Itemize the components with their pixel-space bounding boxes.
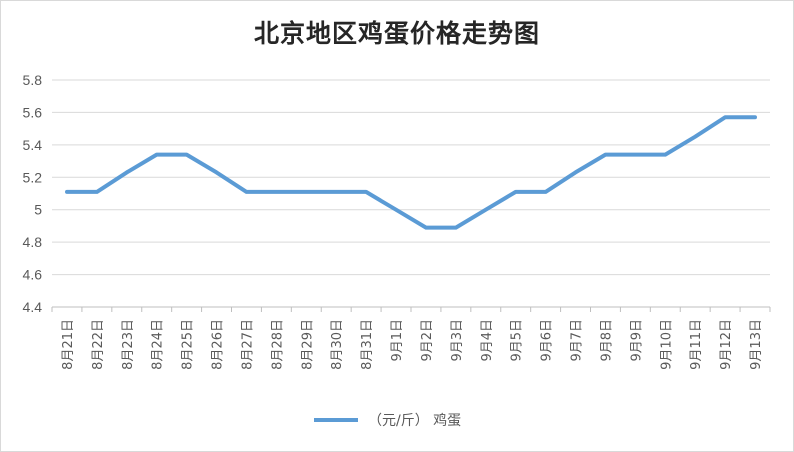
data-point	[544, 190, 548, 194]
legend-label: （元/斤） 鸡蛋	[368, 413, 462, 429]
chart-title: 北京地区鸡蛋价格走势图	[253, 19, 540, 48]
x-tick-label: 8月22日	[91, 319, 106, 370]
x-tick-label: 8月29日	[300, 319, 315, 370]
x-tick-label: 8月21日	[61, 319, 76, 370]
x-tick-label: 9月3日	[450, 319, 465, 362]
y-tick-label: 5.8	[23, 72, 43, 88]
data-point	[574, 170, 578, 174]
data-point	[394, 208, 398, 212]
data-point	[364, 190, 368, 194]
x-tick-label: 9月9日	[629, 319, 644, 362]
y-tick-label: 5	[34, 202, 42, 218]
legend: （元/斤） 鸡蛋	[314, 409, 461, 431]
data-point	[244, 190, 248, 194]
data-point	[753, 115, 757, 119]
data-point	[155, 153, 159, 157]
data-point	[693, 135, 697, 139]
x-tick-label: 9月10日	[659, 319, 674, 370]
x-tick-label: 9月6日	[540, 319, 555, 362]
data-point	[95, 190, 99, 194]
data-point	[484, 208, 488, 212]
x-tick-label: 9月13日	[749, 319, 764, 370]
x-tick-label: 9月4日	[480, 319, 495, 362]
data-point	[65, 190, 69, 194]
x-tick-label: 8月30日	[330, 319, 345, 370]
x-tick-label: 9月5日	[510, 319, 525, 362]
x-tick-label: 9月2日	[420, 319, 435, 362]
y-tick-label: 4.6	[23, 267, 43, 283]
data-point	[215, 170, 219, 174]
data-point	[633, 153, 637, 157]
y-tick-label: 5.4	[23, 137, 43, 153]
y-tick-label: 5.2	[23, 169, 43, 185]
data-point	[424, 226, 428, 230]
legend-swatch	[314, 418, 358, 422]
x-tick-label: 9月7日	[570, 319, 585, 362]
data-point	[454, 226, 458, 230]
x-tick-label: 8月28日	[270, 319, 285, 370]
x-tick-label: 9月8日	[599, 319, 614, 362]
x-tick-label: 9月11日	[689, 319, 704, 370]
data-point	[185, 153, 189, 157]
data-point	[304, 190, 308, 194]
x-tick-label: 9月12日	[719, 319, 734, 370]
x-tick-label: 8月24日	[151, 319, 166, 370]
y-tick-label: 4.8	[23, 234, 43, 250]
x-tick-label: 8月27日	[240, 319, 255, 370]
x-tick-label: 8月31日	[360, 319, 375, 370]
data-point	[603, 153, 607, 157]
x-tick-label: 8月26日	[211, 319, 226, 370]
x-tick-label: 8月25日	[181, 319, 196, 370]
x-tick-label: 8月23日	[121, 319, 136, 370]
y-tick-label: 4.4	[23, 299, 43, 315]
x-tick-label: 9月1日	[390, 319, 405, 362]
data-point	[514, 190, 518, 194]
data-point	[274, 190, 278, 194]
y-tick-label: 5.6	[23, 104, 43, 120]
data-point	[334, 190, 338, 194]
data-point	[125, 170, 129, 174]
data-point	[723, 115, 727, 119]
data-point	[663, 153, 667, 157]
series-line	[65, 115, 757, 230]
